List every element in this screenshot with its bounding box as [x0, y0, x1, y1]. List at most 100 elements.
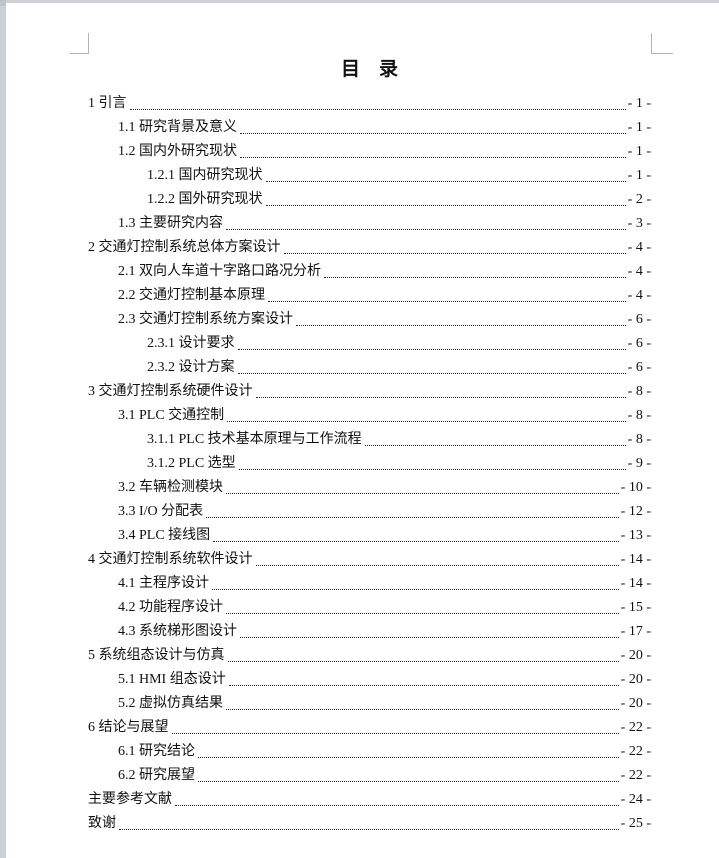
toc-entry-page-number: - 1 -	[627, 144, 651, 159]
toc-entry[interactable]: 3 交通灯控制系统硬件设计 - 8 -	[88, 380, 651, 404]
toc-entry-page-number: - 17 -	[620, 624, 651, 639]
toc-entry[interactable]: 3.2 车辆检测模块 - 10 -	[88, 476, 651, 500]
dot-leader	[226, 613, 619, 614]
toc-entry-label: 4 交通灯控制系统软件设计	[88, 552, 253, 567]
toc-entry-label: 3.1 PLC 交通控制	[118, 408, 225, 423]
dot-leader	[206, 517, 619, 518]
toc-entry-label: 1.3 主要研究内容	[118, 216, 223, 231]
toc-entry-label: 3 交通灯控制系统硬件设计	[88, 384, 253, 399]
toc-entry[interactable]: 3.1.1 PLC 技术基本原理与工作流程 - 8 -	[88, 428, 651, 452]
toc-entry[interactable]: 6.1 研究结论 - 22 -	[88, 740, 651, 764]
dot-leader	[238, 469, 626, 470]
dot-leader	[129, 109, 626, 110]
dot-leader	[240, 637, 619, 638]
toc-entry-page-number: - 1 -	[627, 120, 651, 135]
toc-entry[interactable]: 1.1 研究背景及意义 - 1 -	[88, 116, 651, 140]
toc-entry[interactable]: 5.1 HMI 组态设计 - 20 -	[88, 668, 651, 692]
toc-entry[interactable]: 3.4 PLC 接线图 - 13 -	[88, 524, 651, 548]
toc-entry-page-number: - 6 -	[627, 360, 651, 375]
toc-entry[interactable]: 2.3 交通灯控制系统方案设计 - 6 -	[88, 308, 651, 332]
toc-entry-label: 5 系统组态设计与仿真	[88, 648, 225, 663]
toc-entry-page-number: - 15 -	[620, 600, 651, 615]
toc-entry-page-number: - 4 -	[627, 288, 651, 303]
toc-entry-label: 3.1.1 PLC 技术基本原理与工作流程	[147, 432, 362, 447]
dot-leader	[175, 805, 619, 806]
dot-leader	[119, 829, 619, 830]
toc-entry-label: 1.2.1 国内研究现状	[147, 168, 263, 183]
toc-entry[interactable]: 6.2 研究展望 - 22 -	[88, 764, 651, 788]
dot-leader	[228, 685, 619, 686]
toc-entry-label: 6.2 研究展望	[118, 768, 195, 783]
toc-entry[interactable]: 1.2.1 国内研究现状 - 1 -	[88, 164, 651, 188]
toc-entry-page-number: - 1 -	[627, 96, 651, 111]
toc-entry[interactable]: 3.3 I/O 分配表 - 12 -	[88, 500, 651, 524]
toc-entry[interactable]: 6 结论与展望 - 22 -	[88, 716, 651, 740]
toc-entry[interactable]: 4.1 主程序设计 - 14 -	[88, 572, 651, 596]
toc-entry[interactable]: 5 系统组态设计与仿真 - 20 -	[88, 644, 651, 668]
margin-crop-mark-top-left	[70, 33, 89, 54]
toc-entry[interactable]: 4 交通灯控制系统软件设计 - 14 -	[88, 548, 651, 572]
dot-leader	[265, 205, 626, 206]
dot-leader	[212, 589, 619, 590]
toc-entry-label: 5.2 虚拟仿真结果	[118, 696, 223, 711]
toc-entry-page-number: - 14 -	[620, 576, 651, 591]
toc-entry[interactable]: 主要参考文献 - 24 -	[88, 788, 651, 812]
toc-entry[interactable]: 2.2 交通灯控制基本原理 - 4 -	[88, 284, 651, 308]
toc-entry-page-number: - 22 -	[620, 720, 651, 735]
toc-entry-page-number: - 14 -	[620, 552, 651, 567]
toc-entry-page-number: - 8 -	[627, 432, 651, 447]
dot-leader	[296, 325, 626, 326]
toc-entry[interactable]: 4.3 系统梯形图设计 - 17 -	[88, 620, 651, 644]
toc-entry[interactable]: 1.2.2 国外研究现状 - 2 -	[88, 188, 651, 212]
toc-entry[interactable]: 1.2 国内外研究现状 - 1 -	[88, 140, 651, 164]
toc-entry-label: 3.4 PLC 接线图	[118, 528, 211, 543]
toc-entry-page-number: - 22 -	[620, 744, 651, 759]
dot-leader	[240, 157, 626, 158]
toc-entry-page-number: - 6 -	[627, 312, 651, 327]
toc-entry[interactable]: 2.1 双向人车道十字路口路况分析 - 4 -	[88, 260, 651, 284]
toc-entry-label: 2.1 双向人车道十字路口路况分析	[118, 264, 321, 279]
dot-leader	[364, 445, 626, 446]
toc-entry[interactable]: 4.2 功能程序设计 - 15 -	[88, 596, 651, 620]
toc-entry[interactable]: 3.1.2 PLC 选型 - 9 -	[88, 452, 651, 476]
toc-entry-page-number: - 1 -	[627, 168, 651, 183]
dot-leader	[213, 541, 619, 542]
toc-entry-page-number: - 8 -	[627, 384, 651, 399]
toc-entry[interactable]: 致谢 - 25 -	[88, 812, 651, 836]
toc-entry-label: 1.2.2 国外研究现状	[147, 192, 263, 207]
window-edge-top	[0, 0, 719, 3]
toc-entry-page-number: - 4 -	[627, 240, 651, 255]
dot-leader	[198, 757, 619, 758]
toc-entry-label: 3.1.2 PLC 选型	[147, 456, 236, 471]
toc-entry[interactable]: 2 交通灯控制系统总体方案设计 - 4 -	[88, 236, 651, 260]
dot-leader	[240, 133, 626, 134]
toc-entry[interactable]: 2.3.2 设计方案 - 6 -	[88, 356, 651, 380]
toc-entry-label: 1.2 国内外研究现状	[118, 144, 237, 159]
dot-leader	[237, 373, 626, 374]
toc-entry-label: 致谢	[88, 816, 116, 831]
toc-entry-label: 6 结论与展望	[88, 720, 169, 735]
toc-entry-label: 4.1 主程序设计	[118, 576, 209, 591]
toc-entry[interactable]: 1 引言 - 1 -	[88, 92, 651, 116]
toc-entry[interactable]: 5.2 虚拟仿真结果 - 20 -	[88, 692, 651, 716]
margin-crop-mark-top-right	[651, 33, 673, 54]
toc-entry-page-number: - 2 -	[627, 192, 651, 207]
dot-leader	[226, 493, 619, 494]
toc-entry-label: 4.3 系统梯形图设计	[118, 624, 237, 639]
toc-entry-label: 2.3.1 设计要求	[147, 336, 235, 351]
toc-entry-page-number: - 20 -	[620, 672, 651, 687]
toc-entry[interactable]: 2.3.1 设计要求 - 6 -	[88, 332, 651, 356]
toc-entry-page-number: - 25 -	[620, 816, 651, 831]
toc-entry-label: 2 交通灯控制系统总体方案设计	[88, 240, 281, 255]
dot-leader	[171, 733, 619, 734]
toc-entry[interactable]: 1.3 主要研究内容 - 3 -	[88, 212, 651, 236]
toc-entry[interactable]: 3.1 PLC 交通控制 - 8 -	[88, 404, 651, 428]
dot-leader	[226, 229, 626, 230]
toc-entry-page-number: - 20 -	[620, 696, 651, 711]
toc-entry-label: 6.1 研究结论	[118, 744, 195, 759]
toc-entry-page-number: - 13 -	[620, 528, 651, 543]
dot-leader	[227, 661, 619, 662]
window-corner	[0, 0, 6, 6]
toc-entry-page-number: - 24 -	[620, 792, 651, 807]
window-edge-left	[0, 0, 6, 858]
